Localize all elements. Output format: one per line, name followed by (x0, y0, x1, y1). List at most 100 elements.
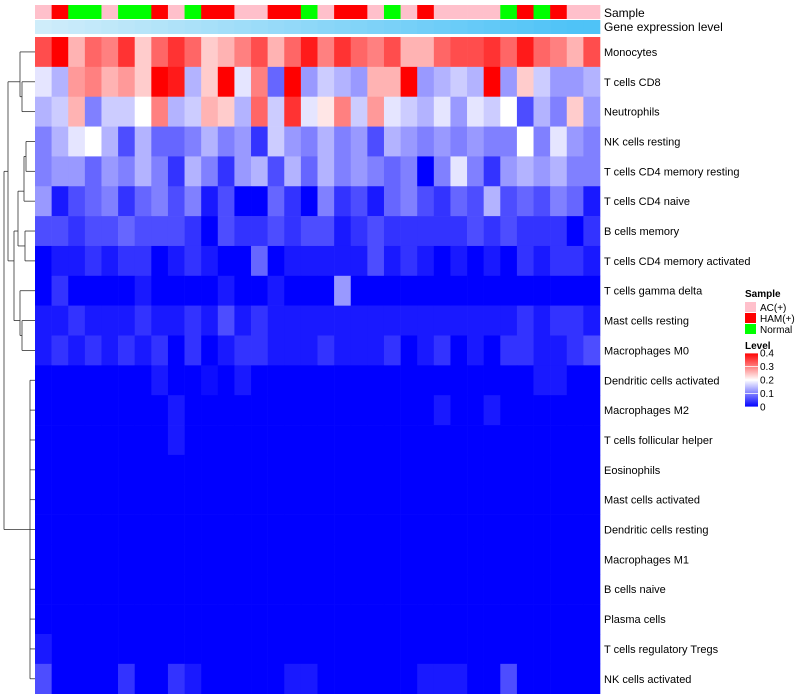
heatmap-cell (251, 96, 268, 127)
expression-annotation-cell (300, 20, 318, 34)
sample-annotation-cell (251, 5, 268, 19)
heatmap-cell (217, 66, 235, 97)
sample-annotation-bar (35, 5, 601, 19)
heatmap-cell (68, 186, 86, 217)
heatmap-cell (167, 454, 185, 486)
heatmap-cell (101, 96, 119, 127)
heatmap-cell (383, 365, 401, 396)
heatmap-cell (533, 37, 551, 68)
heatmap-cell (450, 484, 468, 515)
heatmap-cell (566, 663, 584, 694)
heatmap-cell (201, 37, 219, 68)
heatmap-cell (234, 156, 252, 187)
heatmap-cell (467, 245, 484, 277)
heatmap-cell (251, 245, 268, 277)
heatmap-cell (350, 604, 368, 635)
heatmap-cell (118, 514, 136, 545)
heatmap-cell (350, 365, 368, 396)
heatmap-cell (35, 156, 52, 187)
heatmap-cell (583, 395, 601, 426)
heatmap-cell (167, 484, 185, 515)
sample-annotation-cell (84, 5, 102, 19)
heatmap-cell (433, 335, 451, 366)
heatmap-cell (467, 634, 484, 665)
heatmap-cell (68, 216, 86, 247)
heatmap-cell (433, 126, 451, 157)
heatmap-cell (201, 365, 219, 396)
heatmap-cell (184, 514, 202, 545)
heatmap-cell (68, 604, 86, 635)
heatmap-cell (284, 544, 302, 575)
heatmap-cell (300, 365, 318, 396)
heatmap-cell (383, 634, 401, 665)
heatmap-cell (583, 365, 601, 396)
heatmap-cell (267, 216, 285, 247)
heatmap-cell (217, 156, 235, 187)
heatmap-cell (134, 216, 152, 247)
heatmap-cell (234, 484, 252, 515)
heatmap-cell (450, 514, 468, 545)
heatmap-cell (251, 425, 268, 456)
heatmap-cell (383, 484, 401, 515)
sample-annotation-cell (284, 5, 302, 19)
heatmap-cell (51, 186, 69, 217)
heatmap-cell (566, 96, 584, 127)
heatmap-cell (134, 544, 152, 575)
heatmap-cell (300, 156, 318, 187)
heatmap-cell (500, 335, 518, 366)
row-label: Macrophages M2 (604, 405, 689, 417)
heatmap-cell (500, 604, 518, 635)
heatmap-cell (334, 216, 352, 247)
heatmap-cell (583, 484, 601, 515)
heatmap-cell (151, 186, 169, 217)
heatmap-cell (317, 335, 335, 366)
heatmap-cell (500, 544, 518, 575)
heatmap-cell (35, 365, 52, 396)
heatmap-cell (134, 275, 152, 306)
heatmap-cell (383, 663, 401, 694)
heatmap-cell (51, 425, 69, 456)
heatmap-cell (583, 275, 601, 306)
row-labels: Monocytes T cells CD8 Neutrophils NK cells … (604, 47, 751, 686)
heatmap-cell (433, 395, 451, 426)
heatmap-cell (317, 156, 335, 187)
heatmap-cell (201, 245, 219, 277)
heatmap-cell (467, 544, 484, 575)
heatmap-cell (367, 275, 385, 306)
heatmap-cell (467, 186, 484, 217)
heatmap-cell (101, 156, 119, 187)
heatmap-cell (400, 275, 418, 306)
heatmap-cell (284, 335, 302, 366)
heatmap-cell (201, 574, 219, 605)
heatmap-cell (400, 335, 418, 366)
heatmap-cell (400, 663, 418, 694)
heatmap-cell (334, 126, 352, 157)
heatmap-cell (516, 365, 534, 396)
heatmap-cell (450, 604, 468, 635)
heatmap-cell (184, 66, 202, 97)
heatmap-cell (217, 425, 235, 456)
heatmap-cell (151, 126, 169, 157)
heatmap-cell (433, 574, 451, 605)
heatmap-cell (118, 126, 136, 157)
heatmap-cell (251, 365, 268, 396)
sample-annotation-cell (350, 5, 368, 19)
heatmap-cell (467, 454, 484, 486)
heatmap-cell (101, 216, 119, 247)
heatmap-cell (217, 365, 235, 396)
expression-annotation-cell (201, 20, 219, 34)
heatmap-cell (68, 305, 86, 336)
expression-annotation-cell (450, 20, 468, 34)
row-label: B cells naive (604, 584, 666, 596)
heatmap-cell (134, 425, 152, 456)
heatmap-cell (151, 305, 169, 336)
heatmap-cell (467, 96, 484, 127)
heatmap-cell (35, 275, 52, 306)
heatmap-cell (35, 186, 52, 217)
heatmap-cell (467, 514, 484, 545)
heatmap-cell (550, 395, 568, 426)
sample-annotation-cell (334, 5, 352, 19)
expression-annotation-cell (184, 20, 202, 34)
heatmap-cell (84, 186, 102, 217)
heatmap-cell (284, 186, 302, 217)
